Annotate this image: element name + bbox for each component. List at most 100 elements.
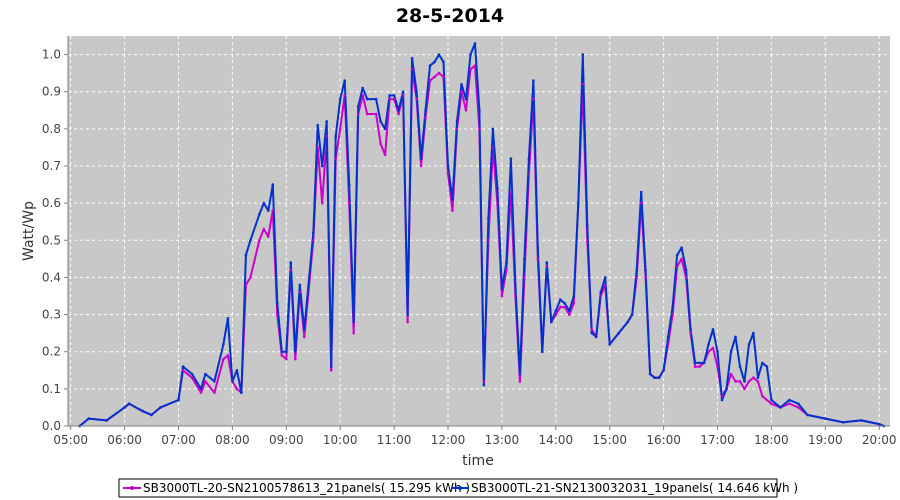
data-point <box>509 157 513 160</box>
data-point <box>338 97 342 101</box>
data-point <box>527 157 531 160</box>
data-point <box>410 68 414 71</box>
data-point <box>707 350 710 354</box>
data-point <box>594 335 598 339</box>
y-tick-label: 0.6 <box>42 196 61 210</box>
data-point <box>680 246 683 249</box>
data-point <box>415 90 418 93</box>
data-point <box>455 127 459 131</box>
data-point <box>797 406 800 409</box>
data-point <box>410 57 414 60</box>
x-tick-label: 16:00 <box>646 433 681 447</box>
data-point <box>442 60 445 64</box>
data-point <box>276 302 279 305</box>
data-point <box>532 97 535 101</box>
data-point <box>455 120 459 123</box>
data-point <box>568 309 571 313</box>
data-point <box>298 283 302 287</box>
data-point <box>559 298 562 302</box>
data-point <box>271 209 275 212</box>
data-point <box>460 83 463 86</box>
data-point <box>316 146 320 149</box>
data-point <box>653 376 656 380</box>
data-point <box>433 75 436 79</box>
data-point <box>406 313 409 316</box>
data-point <box>586 224 589 227</box>
data-point <box>406 320 409 324</box>
data-point <box>271 183 275 186</box>
data-point <box>684 276 688 279</box>
data-point <box>770 398 773 402</box>
x-tick-label: 19:00 <box>808 433 843 447</box>
data-point <box>240 391 243 394</box>
data-point <box>428 79 432 82</box>
data-point <box>379 120 382 123</box>
data-point <box>87 417 90 420</box>
data-point <box>644 268 647 272</box>
data-point <box>334 157 338 160</box>
y-tick-label: 0.2 <box>42 345 61 359</box>
data-point <box>285 350 288 354</box>
data-point <box>671 305 674 309</box>
data-point <box>419 164 423 168</box>
data-point <box>181 365 185 368</box>
data-point <box>514 294 517 298</box>
data-point <box>702 361 706 365</box>
data-point <box>496 187 499 190</box>
data-point <box>725 387 728 391</box>
data-point <box>581 53 585 56</box>
data-point <box>213 391 216 394</box>
data-point <box>806 413 809 417</box>
data-point <box>581 83 585 86</box>
data-point <box>397 112 400 116</box>
data-point <box>590 328 593 331</box>
data-point <box>689 331 692 335</box>
legend: SB3000TL-20-SN2100578613_21panels( 15.29… <box>118 478 798 498</box>
data-point <box>752 376 755 380</box>
data-point <box>491 127 495 131</box>
data-point <box>617 331 620 335</box>
data-point <box>235 387 239 391</box>
data-point <box>689 328 692 331</box>
data-point <box>554 309 558 313</box>
data-point <box>509 190 513 194</box>
data-point <box>127 402 131 406</box>
data-point <box>747 343 751 346</box>
data-point <box>554 313 558 316</box>
data-point <box>199 387 203 391</box>
data-point <box>514 283 517 287</box>
data-point <box>756 380 760 383</box>
data-point <box>716 365 719 368</box>
data-point <box>267 235 270 238</box>
data-point <box>572 302 576 305</box>
data-point <box>401 94 405 97</box>
data-point <box>289 261 293 264</box>
data-point <box>352 331 356 335</box>
data-point <box>383 127 387 131</box>
x-tick-label: 17:00 <box>700 433 735 447</box>
data-point <box>312 239 315 242</box>
data-point <box>320 164 324 168</box>
data-point <box>788 402 791 406</box>
data-point <box>262 201 266 205</box>
data-point <box>729 372 733 376</box>
data-point <box>424 116 427 119</box>
x-tick-label: 12:00 <box>431 433 466 447</box>
data-point <box>222 357 225 361</box>
data-point <box>388 94 391 97</box>
data-point <box>289 268 293 272</box>
data-point <box>446 172 450 175</box>
data-point <box>285 357 288 361</box>
data-point <box>388 97 391 101</box>
data-point <box>734 380 737 383</box>
y-tick-label: 0.5 <box>42 233 61 247</box>
data-point <box>464 97 468 101</box>
data-point <box>199 391 203 394</box>
data-point <box>177 398 180 402</box>
data-point <box>559 305 562 309</box>
data-point <box>523 257 526 261</box>
data-point <box>235 369 239 372</box>
data-point <box>635 268 638 272</box>
data-point <box>518 380 522 383</box>
